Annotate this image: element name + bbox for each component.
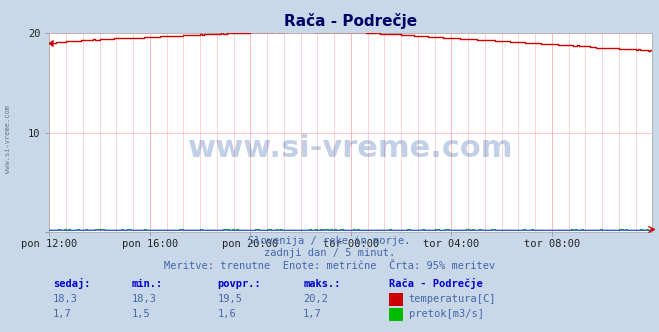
Text: povpr.:: povpr.: bbox=[217, 279, 261, 289]
Text: 1,6: 1,6 bbox=[217, 309, 236, 319]
Text: maks.:: maks.: bbox=[303, 279, 341, 289]
Text: Meritve: trenutne  Enote: metrične  Črta: 95% meritev: Meritve: trenutne Enote: metrične Črta: … bbox=[164, 261, 495, 271]
Text: pretok[m3/s]: pretok[m3/s] bbox=[409, 309, 484, 319]
Text: 1,7: 1,7 bbox=[303, 309, 322, 319]
Text: sedaj:: sedaj: bbox=[53, 278, 90, 289]
Text: zadnji dan / 5 minut.: zadnji dan / 5 minut. bbox=[264, 248, 395, 258]
Text: www.si-vreme.com: www.si-vreme.com bbox=[188, 134, 513, 163]
Title: Rača - Podrečje: Rača - Podrečje bbox=[284, 13, 418, 29]
Text: min.:: min.: bbox=[132, 279, 163, 289]
Text: 19,5: 19,5 bbox=[217, 294, 243, 304]
Text: 20,2: 20,2 bbox=[303, 294, 328, 304]
Text: temperatura[C]: temperatura[C] bbox=[409, 294, 496, 304]
Text: 18,3: 18,3 bbox=[53, 294, 78, 304]
Text: www.si-vreme.com: www.si-vreme.com bbox=[5, 106, 11, 173]
Text: 1,5: 1,5 bbox=[132, 309, 150, 319]
Text: Slovenija / reke in morje.: Slovenija / reke in morje. bbox=[248, 236, 411, 246]
Text: Rača - Podrečje: Rača - Podrečje bbox=[389, 278, 482, 289]
Text: 18,3: 18,3 bbox=[132, 294, 157, 304]
Text: 1,7: 1,7 bbox=[53, 309, 71, 319]
